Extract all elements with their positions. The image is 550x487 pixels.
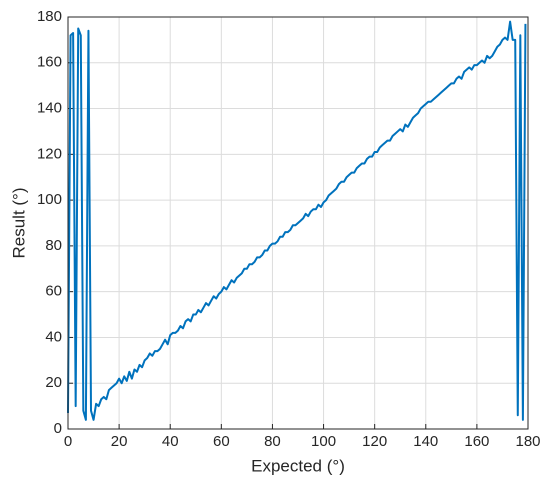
plot-area — [67, 20, 527, 421]
x-tick-label: 100 — [311, 433, 336, 450]
y-tick-label: 160 — [37, 54, 62, 71]
y-tick-label: 180 — [37, 8, 62, 25]
data-line — [67, 20, 527, 421]
x-tick-label: 40 — [162, 433, 179, 450]
y-tick-label: 60 — [45, 283, 62, 300]
y-tick-label: 100 — [37, 191, 62, 208]
x-tick-label: 160 — [464, 433, 489, 450]
x-tick-label: 120 — [362, 433, 387, 450]
y-tick-label: 120 — [37, 145, 62, 162]
x-tick-label: 60 — [213, 433, 230, 450]
x-tick-label: 20 — [111, 433, 128, 450]
x-tick-label: 180 — [515, 433, 540, 450]
y-tick-label: 80 — [45, 237, 62, 254]
y-axis-label: Result (°) — [9, 187, 28, 258]
x-axis-label: Expected (°) — [251, 456, 345, 475]
y-tick-label: 0 — [54, 420, 62, 437]
y-tick-label: 20 — [45, 374, 62, 391]
y-tick-label: 140 — [37, 100, 62, 117]
x-tick-label: 140 — [413, 433, 438, 450]
y-tick-label: 40 — [45, 328, 62, 345]
x-tick-label: 0 — [64, 433, 72, 450]
axes-box — [67, 16, 529, 430]
x-tick-label: 80 — [264, 433, 281, 450]
